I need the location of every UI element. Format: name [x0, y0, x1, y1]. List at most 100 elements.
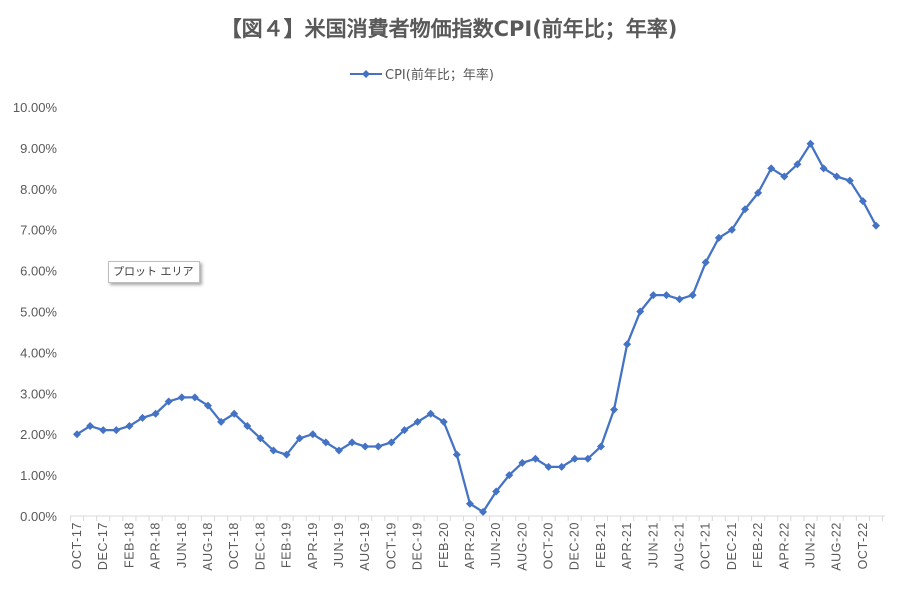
data-point [610, 405, 619, 414]
x-tick-label: JUN-20 [489, 522, 503, 568]
data-point [190, 393, 199, 402]
data-point [217, 417, 226, 426]
data-point [832, 172, 841, 181]
data-point [649, 291, 658, 300]
y-tick-label: 0.00% [20, 509, 57, 524]
x-tick-label: DEC-21 [725, 522, 739, 570]
data-point [151, 409, 160, 418]
data-point [767, 164, 776, 173]
data-point [439, 417, 448, 426]
y-axis: 0.00% 1.00% 2.00% 3.00% 4.00% 5.00% 6.00% 7.00%… [13, 100, 58, 524]
data-point [426, 409, 435, 418]
data-point [73, 430, 81, 439]
data-point [701, 258, 710, 267]
data-point [714, 233, 723, 242]
y-tick-label: 3.00% [20, 386, 57, 401]
data-point [662, 291, 671, 300]
data-point [505, 471, 514, 480]
data-point [596, 442, 605, 451]
x-tick-label: FEB-20 [437, 522, 451, 568]
data-point [754, 188, 763, 197]
chart-title: 【図４】米国消費者物価指数CPI(前年比；年率) [221, 17, 678, 41]
x-tick-label: AUG-21 [673, 522, 687, 571]
data-point [583, 454, 592, 463]
plot-area-tooltip: プロット エリア [108, 261, 200, 283]
data-point [845, 176, 854, 185]
x-tick-label: JUN-21 [646, 522, 660, 568]
data-point [361, 442, 370, 451]
data-point [780, 172, 789, 181]
data-point [295, 434, 304, 443]
data-point [452, 450, 461, 459]
x-tick-label: DEC-19 [411, 522, 425, 570]
data-point [492, 487, 501, 496]
x-tick-label: DEC-20 [568, 522, 582, 570]
x-tick-label: OCT-19 [384, 522, 398, 569]
y-tick-label: 2.00% [20, 427, 57, 442]
data-point [872, 221, 880, 230]
data-point [374, 442, 383, 451]
data-point [727, 225, 736, 234]
y-tick-label: 8.00% [20, 182, 57, 197]
data-point [858, 197, 867, 206]
x-tick-label: JUN-19 [332, 522, 346, 568]
x-tick-label: OCT-17 [70, 522, 84, 569]
x-tick-label: AUG-18 [201, 522, 215, 571]
data-point [544, 462, 553, 471]
data-point [387, 438, 396, 447]
data-point [688, 291, 697, 300]
y-tick-label: 9.00% [20, 141, 57, 156]
x-tick-label: OCT-22 [856, 522, 870, 569]
data-point [348, 438, 357, 447]
x-tick-label: FEB-18 [122, 522, 136, 568]
x-tick-label: APR-19 [306, 522, 320, 569]
x-axis: OCT-17 DEC-17 FEB-18 APR-18 JUN-18 AUG-18 OCT-… [69, 515, 885, 571]
x-tick-label: APR-20 [463, 522, 477, 569]
data-point [282, 450, 291, 459]
x-tick-label: AUG-20 [515, 522, 529, 571]
data-point [321, 438, 330, 447]
legend-marker-icon [362, 70, 370, 78]
x-tick-label: JUN-18 [175, 522, 189, 568]
data-point [203, 401, 212, 410]
y-tick-label: 7.00% [20, 223, 57, 238]
data-point [675, 295, 684, 304]
series-cpi [73, 139, 880, 516]
y-tick-label: 6.00% [20, 264, 57, 279]
x-tick-label: APR-18 [149, 522, 163, 569]
legend: CPI(前年比；年率) [350, 67, 494, 83]
x-tick-label: AUG-19 [358, 522, 372, 571]
data-point [741, 205, 750, 214]
x-tick-label: DEC-17 [96, 522, 110, 570]
data-point [177, 393, 186, 402]
data-point [334, 446, 343, 455]
data-point [243, 422, 252, 431]
data-point [518, 458, 527, 467]
data-point [112, 426, 121, 435]
series-line [76, 142, 877, 514]
data-point [308, 430, 317, 439]
x-tick-label: JUN-22 [804, 522, 818, 568]
data-point [806, 139, 815, 148]
data-point [479, 507, 488, 516]
data-point [99, 426, 108, 435]
x-tick-label: DEC-18 [253, 522, 267, 570]
x-tick-label: FEB-21 [594, 522, 608, 568]
data-point [531, 454, 540, 463]
x-tick-label: FEB-22 [751, 522, 765, 568]
y-tick-label: 5.00% [20, 305, 57, 320]
data-point [400, 426, 409, 435]
data-point [230, 409, 239, 418]
data-point [793, 160, 802, 169]
x-tick-label: OCT-20 [542, 522, 556, 569]
x-tick-label: OCT-21 [699, 522, 713, 569]
data-point [164, 397, 173, 406]
x-tick-label: AUG-22 [830, 522, 844, 571]
y-tick-label: 1.00% [20, 468, 57, 483]
y-tick-label: 10.00% [13, 100, 58, 115]
data-point [465, 499, 474, 508]
data-point [256, 434, 265, 443]
x-tick-label: FEB-19 [280, 522, 294, 568]
y-tick-label: 4.00% [20, 345, 57, 360]
data-point [623, 340, 632, 349]
